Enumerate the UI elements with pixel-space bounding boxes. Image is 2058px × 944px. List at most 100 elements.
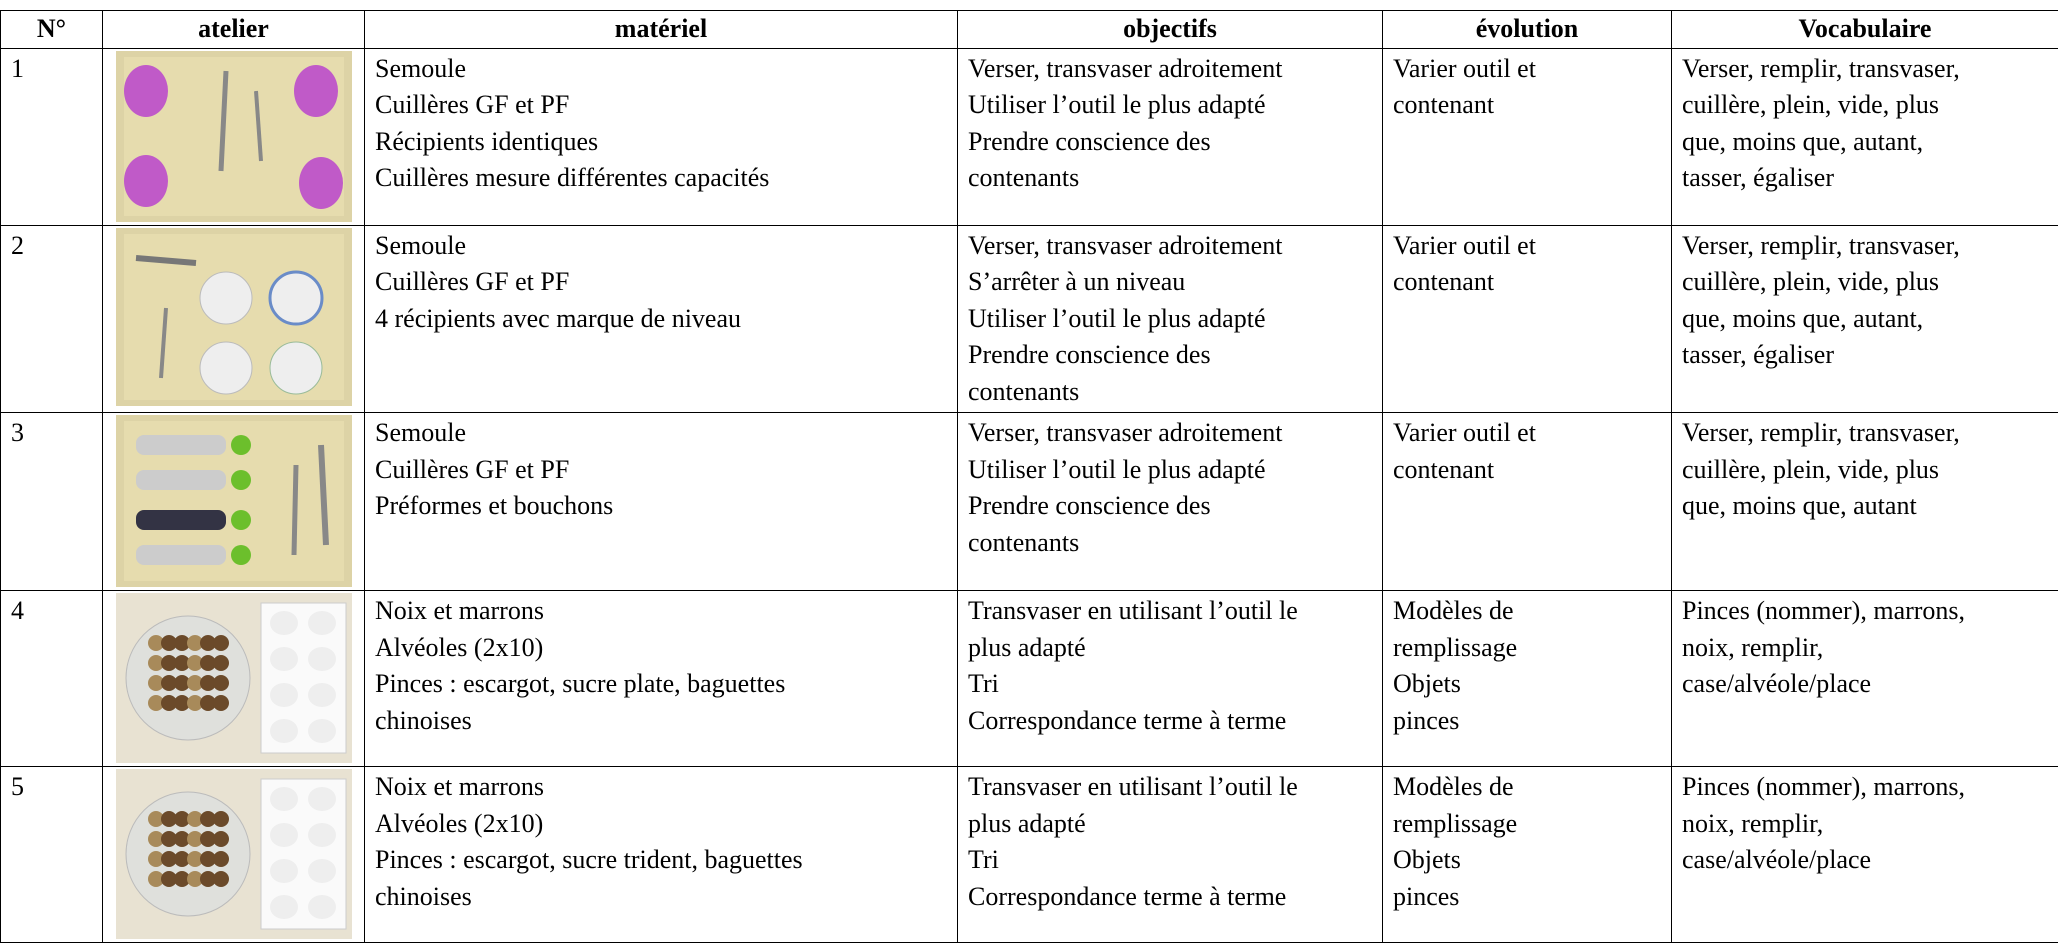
vocabulaire-line: cuillère, plein, vide, plus	[1682, 267, 1940, 296]
materiel-line: chinoises	[375, 705, 472, 735]
evolution-line: Modèles de	[1393, 596, 1514, 625]
header-cell: atelier	[102, 10, 365, 49]
row-number: 5	[0, 766, 103, 943]
vocabulaire-cell: Pinces (nommer), marrons, noix, remplir, c…	[1671, 766, 2058, 943]
evolution-line: Modèles de	[1393, 772, 1514, 801]
vocabulaire-line: tasser, égaliser	[1682, 163, 1835, 192]
photo-cell	[102, 766, 365, 943]
objectifs-line: Utiliser l’outil le plus adapté	[968, 90, 1266, 119]
materiel-line: Noix et marrons	[375, 596, 544, 625]
workshop-photo	[115, 50, 352, 222]
workshop-photo	[115, 769, 352, 939]
vocabulaire-line: noix, remplir,	[1682, 808, 1824, 838]
header-cell: N°	[0, 10, 103, 49]
objectifs-line: contenants	[968, 163, 1080, 192]
objectifs-line: Verser, transvaser adroitement	[968, 53, 1283, 83]
photo-cell	[102, 412, 365, 591]
evolution-line: remplissage	[1393, 808, 1518, 838]
vocabulaire-line: Verser, remplir, transvaser,	[1682, 230, 1960, 260]
vocabulaire-line: case/alvéole/place	[1682, 669, 1872, 698]
objectifs-cell: Verser, transvaser adroitement Utiliser l…	[957, 47, 1383, 226]
row-number: 4	[0, 590, 103, 767]
evolution-cell: Modèles de remplissage Objets pinces	[1382, 766, 1672, 943]
vocabulaire-line: que, moins que, autant,	[1682, 126, 1924, 156]
materiel-line: Pinces : escargot, sucre plate, baguette…	[375, 669, 786, 698]
evolution-line: Objets	[1393, 845, 1461, 874]
materiel-cell: Noix et marrons Alvéoles (2x10) Pinces : e…	[364, 590, 958, 767]
table-row: 4 Noix et marrons Alvéoles (2x10) Pinces : …	[0, 590, 2058, 767]
materiel-line: Semoule	[375, 53, 466, 83]
table-row: 3 Semoule Cuillères GF et PF Préformes et b…	[0, 412, 2058, 591]
workshop-photo	[115, 227, 352, 406]
header-cell: objectifs	[957, 10, 1383, 49]
objectifs-line: Prendre conscience des	[968, 340, 1211, 369]
evolution-line: contenant	[1393, 267, 1495, 296]
vocabulaire-line: que, moins que, autant	[1682, 491, 1917, 520]
workshop-photo	[115, 593, 352, 763]
objectifs-line: Utiliser l’outil le plus adapté	[968, 303, 1266, 333]
objectifs-line: Correspondance terme à terme	[968, 881, 1287, 911]
header-row: N° atelier matériel objectifs évolution Vocab…	[0, 10, 2058, 49]
materiel-line: Noix et marrons	[375, 772, 544, 801]
row-number: 3	[0, 412, 103, 591]
materiel-line: Semoule	[375, 230, 466, 260]
objectifs-cell: Verser, transvaser adroitement Utiliser l…	[957, 412, 1383, 591]
objectifs-line: plus adapté	[968, 632, 1086, 662]
objectifs-line: Verser, transvaser adroitement	[968, 230, 1283, 260]
vocabulaire-line: Verser, remplir, transvaser,	[1682, 418, 1960, 447]
vocabulaire-cell: Pinces (nommer), marrons, noix, remplir, c…	[1671, 590, 2058, 767]
workshop-photo	[115, 415, 352, 587]
objectifs-line: Correspondance terme à terme	[968, 705, 1287, 735]
table-body: 1 Semoule Cuillères GF et PF Récipients ide…	[0, 47, 2058, 943]
objectifs-cell: Verser, transvaser adroitement S’arrêter …	[957, 224, 1383, 413]
vocabulaire-line: Pinces (nommer), marrons,	[1682, 772, 1966, 801]
materiel-cell: Noix et marrons Alvéoles (2x10) Pinces : e…	[364, 766, 958, 943]
vocabulaire-cell: Verser, remplir, transvaser, cuillère, pl…	[1671, 47, 2058, 226]
objectifs-line: Tri	[968, 669, 999, 698]
materiel-line: Pinces : escargot, sucre trident, baguet…	[375, 845, 803, 874]
vocabulaire-line: case/alvéole/place	[1682, 845, 1872, 874]
materiel-cell: Semoule Cuillères GF et PF Préformes et bo…	[364, 412, 958, 591]
objectifs-line: S’arrêter à un niveau	[968, 267, 1186, 296]
evolution-line: contenant	[1393, 454, 1495, 484]
objectifs-line: plus adapté	[968, 808, 1086, 838]
evolution-cell: Varier outil et contenant	[1382, 47, 1672, 226]
table-row: 1 Semoule Cuillères GF et PF Récipients ide…	[0, 47, 2058, 226]
materiel-line: Cuillères GF et PF	[375, 454, 570, 484]
vocabulaire-cell: Verser, remplir, transvaser, cuillère, pl…	[1671, 412, 2058, 591]
evolution-line: pinces	[1393, 705, 1460, 735]
vocabulaire-line: que, moins que, autant,	[1682, 303, 1924, 333]
evolution-cell: Modèles de remplissage Objets pinces	[1382, 590, 1672, 767]
vocabulaire-line: cuillère, plein, vide, plus	[1682, 454, 1940, 484]
evolution-line: Varier outil et	[1393, 418, 1536, 447]
evolution-line: Objets	[1393, 669, 1461, 698]
table-row: 5 Noix et marrons Alvéoles (2x10) Pinces : …	[0, 766, 2058, 943]
materiel-line: 4 récipients avec marque de niveau	[375, 303, 741, 333]
workshop-table: N° atelier matériel objectifs évolution Vocab…	[0, 10, 2058, 943]
materiel-line: Cuillères GF et PF	[375, 267, 570, 296]
evolution-cell: Varier outil et contenant	[1382, 224, 1672, 413]
materiel-line: Semoule	[375, 418, 466, 447]
objectifs-line: Verser, transvaser adroitement	[968, 418, 1283, 447]
photo-cell	[102, 47, 365, 226]
materiel-cell: Semoule Cuillères GF et PF Récipients iden…	[364, 47, 958, 226]
photo-cell	[102, 590, 365, 767]
evolution-line: contenant	[1393, 90, 1495, 119]
header-cell: matériel	[364, 10, 958, 49]
objectifs-line: contenants	[968, 527, 1080, 557]
objectifs-line: Utiliser l’outil le plus adapté	[968, 454, 1266, 484]
objectifs-line: Prendre conscience des	[968, 491, 1211, 520]
materiel-line: Cuillères GF et PF	[375, 90, 570, 119]
evolution-line: remplissage	[1393, 632, 1518, 662]
row-number: 1	[0, 47, 103, 226]
vocabulaire-line: tasser, égaliser	[1682, 340, 1835, 369]
vocabulaire-line: Pinces (nommer), marrons,	[1682, 596, 1966, 625]
materiel-line: Cuillères mesure différentes capacités	[375, 163, 770, 192]
materiel-line: chinoises	[375, 881, 472, 911]
header-cell: évolution	[1382, 10, 1672, 49]
objectifs-line: contenants	[968, 376, 1080, 406]
vocabulaire-line: Verser, remplir, transvaser,	[1682, 53, 1960, 83]
evolution-line: pinces	[1393, 881, 1460, 911]
header-cell: Vocabulaire	[1671, 10, 2058, 49]
evolution-line: Varier outil et	[1393, 53, 1536, 83]
